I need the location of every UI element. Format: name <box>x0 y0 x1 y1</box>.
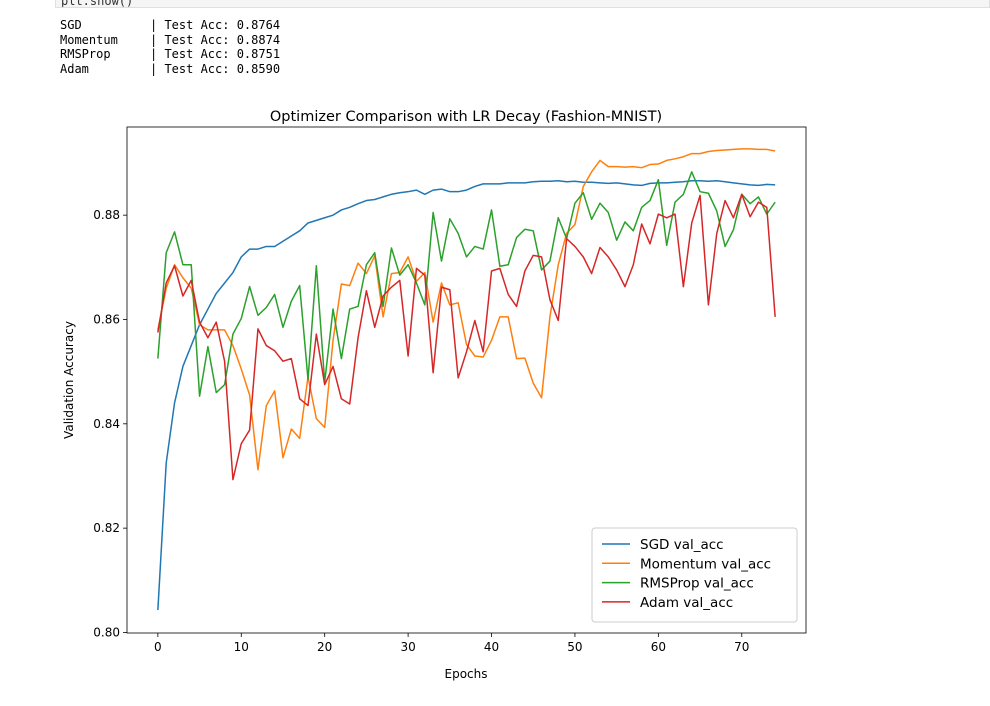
test-accuracy: | Test Acc: 0.8874 <box>150 32 281 47</box>
test-accuracy: | Test Acc: 0.8751 <box>150 47 281 61</box>
output-line: SGD | Test Acc: 0.8764 <box>60 18 280 33</box>
x-tick-label: 70 <box>734 640 749 654</box>
series-line <box>157 179 776 611</box>
plot-frame <box>126 126 807 634</box>
x-tick-label: 50 <box>567 640 582 654</box>
y-tick-label: 0.86 <box>93 312 120 326</box>
x-axis-label: Epochs <box>445 667 488 681</box>
y-axis-label: Validation Accuracy <box>62 321 76 439</box>
x-tick-label: 0 <box>154 640 162 654</box>
test-accuracy: | Test Acc: 0.8590 <box>150 61 281 76</box>
legend: SGD val_acc Momentum val_acc RMSProp val_a… <box>591 527 798 623</box>
legend-label: RMSProp val_acc <box>640 576 754 592</box>
text-output: SGD | Test Acc: 0.8764 Momentum | Test Acc:… <box>60 18 280 76</box>
output-line: RMSProp | Test Acc: 0.8751 <box>60 47 280 62</box>
y-tick-label: 0.84 <box>93 417 120 431</box>
legend-label: Adam val_acc <box>640 595 733 611</box>
x-tick-label: 10 <box>234 640 249 654</box>
legend-label: Momentum val_acc <box>640 556 771 572</box>
x-tick-label: 60 <box>651 640 666 654</box>
optimizer-name: Momentum <box>60 32 118 47</box>
output-line: Momentum | Test Acc: 0.8874 <box>60 33 280 48</box>
optimizer-name: RMSProp <box>60 47 111 61</box>
optimizer-name: Adam <box>60 61 89 76</box>
output-line: Adam | Test Acc: 0.8590 <box>60 62 280 77</box>
y-tick-label: 0.88 <box>93 208 120 222</box>
y-tick-label: 0.82 <box>93 521 120 535</box>
legend-label: SGD val_acc <box>640 537 724 553</box>
optimizer-name: SGD <box>60 18 82 32</box>
series-line <box>157 148 776 471</box>
chart-title: Optimizer Comparison with LR Decay (Fash… <box>270 109 662 125</box>
series-line <box>157 171 776 397</box>
x-tick-label: 40 <box>484 640 499 654</box>
x-tick-label: 30 <box>400 640 415 654</box>
test-accuracy: | Test Acc: 0.8764 <box>150 18 281 32</box>
legend-box <box>591 527 798 623</box>
x-tick-label: 20 <box>317 640 332 654</box>
y-tick-label: 0.80 <box>93 625 120 639</box>
series-line <box>157 193 776 481</box>
